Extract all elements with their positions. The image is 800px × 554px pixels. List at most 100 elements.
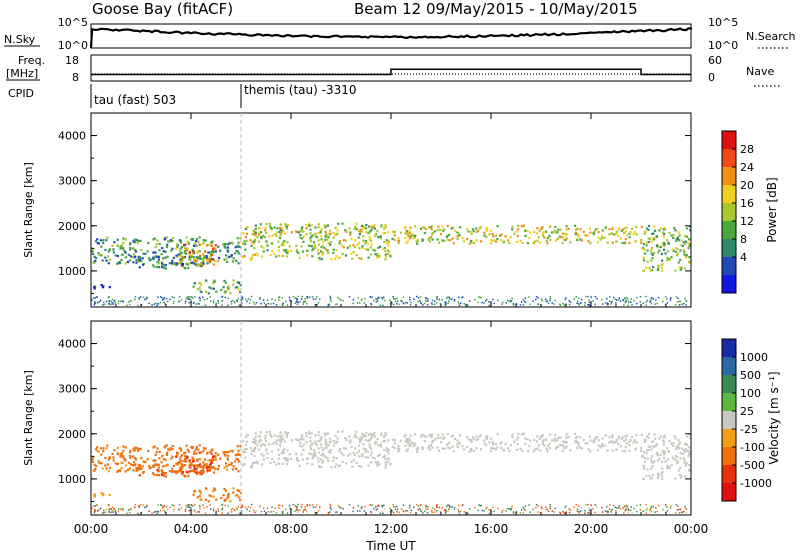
velocity-echo-cell [441, 433, 444, 436]
velocity-noise-cell [304, 506, 306, 508]
power-noise-cell [236, 300, 238, 303]
velocity-echo-cell [192, 470, 195, 473]
colorbar-swatch [722, 357, 736, 376]
velocity-noise-cell [186, 506, 189, 508]
power-echo-cell [689, 244, 691, 247]
freq-unit-label: [MHz] [6, 67, 38, 80]
velocity-echo-cell [391, 438, 394, 441]
power-echo-cell [378, 255, 381, 258]
velocity-echo-cell [619, 445, 622, 448]
power-echo-cell [408, 237, 411, 240]
velocity-noise-cell [553, 511, 555, 513]
power-echo-cell [310, 235, 313, 238]
velocity-echo-cell [586, 442, 589, 445]
velocity-echo-cell [202, 461, 205, 464]
power-echo-cell [371, 226, 374, 229]
power-echo-cell [385, 239, 388, 242]
power-echo-cell [100, 245, 103, 248]
velocity-echo-cell [280, 440, 283, 443]
power-echo-cell [238, 245, 241, 248]
velocity-echo-cell [116, 446, 119, 449]
power-echo-cell [226, 288, 229, 291]
power-echo-cell [393, 234, 396, 237]
velocity-echo-cell [649, 477, 652, 480]
velocity-noise-cell [337, 504, 339, 507]
power-echo-cell [235, 249, 238, 253]
power-echo-cell [251, 232, 254, 236]
power-echo-cell [374, 253, 377, 256]
power-echo-cell [327, 236, 330, 239]
power-echo-cell [628, 232, 631, 235]
power-echo-cell [141, 263, 145, 266]
power-echo-cell [134, 240, 137, 243]
power-echo-cell [664, 252, 667, 255]
beam-title: Beam 12 09/May/2015 - 10/May/2015 [354, 0, 638, 18]
velocity-echo-cell [672, 442, 675, 445]
velocity-noise-cell [215, 510, 217, 512]
power-noise-cell [409, 296, 411, 299]
power-echo-cell [349, 233, 352, 236]
power-noise-cell [619, 300, 622, 302]
power-echo-cell [416, 238, 419, 241]
power-echo-cell [621, 228, 624, 231]
velocity-noise-cell [188, 509, 190, 512]
velocity-noise-cell [209, 504, 211, 506]
velocity-echo-cell [107, 458, 110, 461]
power-echo-cell [553, 229, 556, 232]
velocity-echo-cell [194, 471, 197, 474]
velocity-noise-cell [427, 506, 429, 508]
power-echo-cell [470, 241, 473, 244]
power-noise-cell [108, 300, 111, 303]
x-tick-label: 16:00 [474, 522, 509, 536]
velocity-echo-cell [94, 465, 98, 468]
velocity-echo-cell [111, 452, 114, 455]
power-noise-cell [652, 298, 655, 300]
velocity-echo-cell [358, 455, 361, 458]
power-echo-cell [373, 249, 376, 252]
power-echo-cell [574, 224, 577, 227]
power-noise-cell [300, 298, 303, 300]
power-echo-cell [305, 249, 308, 252]
velocity-echo-cell [332, 444, 335, 447]
power-echo-cell [254, 234, 257, 237]
velocity-noise-cell [457, 508, 459, 511]
velocity-noise-cell [541, 507, 543, 510]
power-noise-cell [424, 296, 427, 299]
power-noise-cell [649, 300, 652, 303]
power-echo-cell [256, 252, 259, 255]
power-echo-cell [489, 229, 493, 232]
power-echo-cell [320, 235, 323, 238]
velocity-noise-cell [649, 508, 652, 511]
power-noise-cell [281, 303, 284, 305]
power-echo-cell [137, 239, 140, 242]
velocity-echo-cell [319, 439, 322, 442]
velocity-noise-cell [240, 510, 243, 512]
velocity-echo-cell [679, 466, 682, 469]
velocity-echo-cell [689, 451, 691, 454]
velocity-echo-cell [488, 441, 491, 444]
velocity-echo-cell [461, 445, 464, 448]
velocity-echo-cell [237, 449, 240, 452]
velocity-echo-cell [624, 438, 627, 441]
power-echo-cell [677, 230, 680, 234]
power-noise-cell [610, 301, 613, 303]
power-noise-cell [563, 304, 566, 306]
velocity-noise-cell [423, 510, 426, 513]
power-noise-cell [615, 302, 617, 304]
velocity-noise-cell [604, 510, 607, 512]
velocity-echo-cell [353, 454, 356, 457]
velocity-echo-cell [312, 449, 316, 452]
velocity-echo-cell [668, 466, 671, 469]
power-noise-cell [685, 304, 687, 306]
velocity-echo-cell [236, 489, 239, 492]
velocity-echo-cell [168, 470, 171, 473]
power-noise-cell [382, 304, 384, 307]
power-echo-cell [230, 255, 233, 258]
velocity-echo-cell [276, 435, 279, 438]
velocity-echo-cell [663, 434, 666, 437]
velocity-noise-cell [445, 512, 447, 514]
velocity-echo-cell [185, 444, 188, 447]
power-echo-cell [175, 264, 178, 267]
power-echo-cell [112, 251, 115, 254]
